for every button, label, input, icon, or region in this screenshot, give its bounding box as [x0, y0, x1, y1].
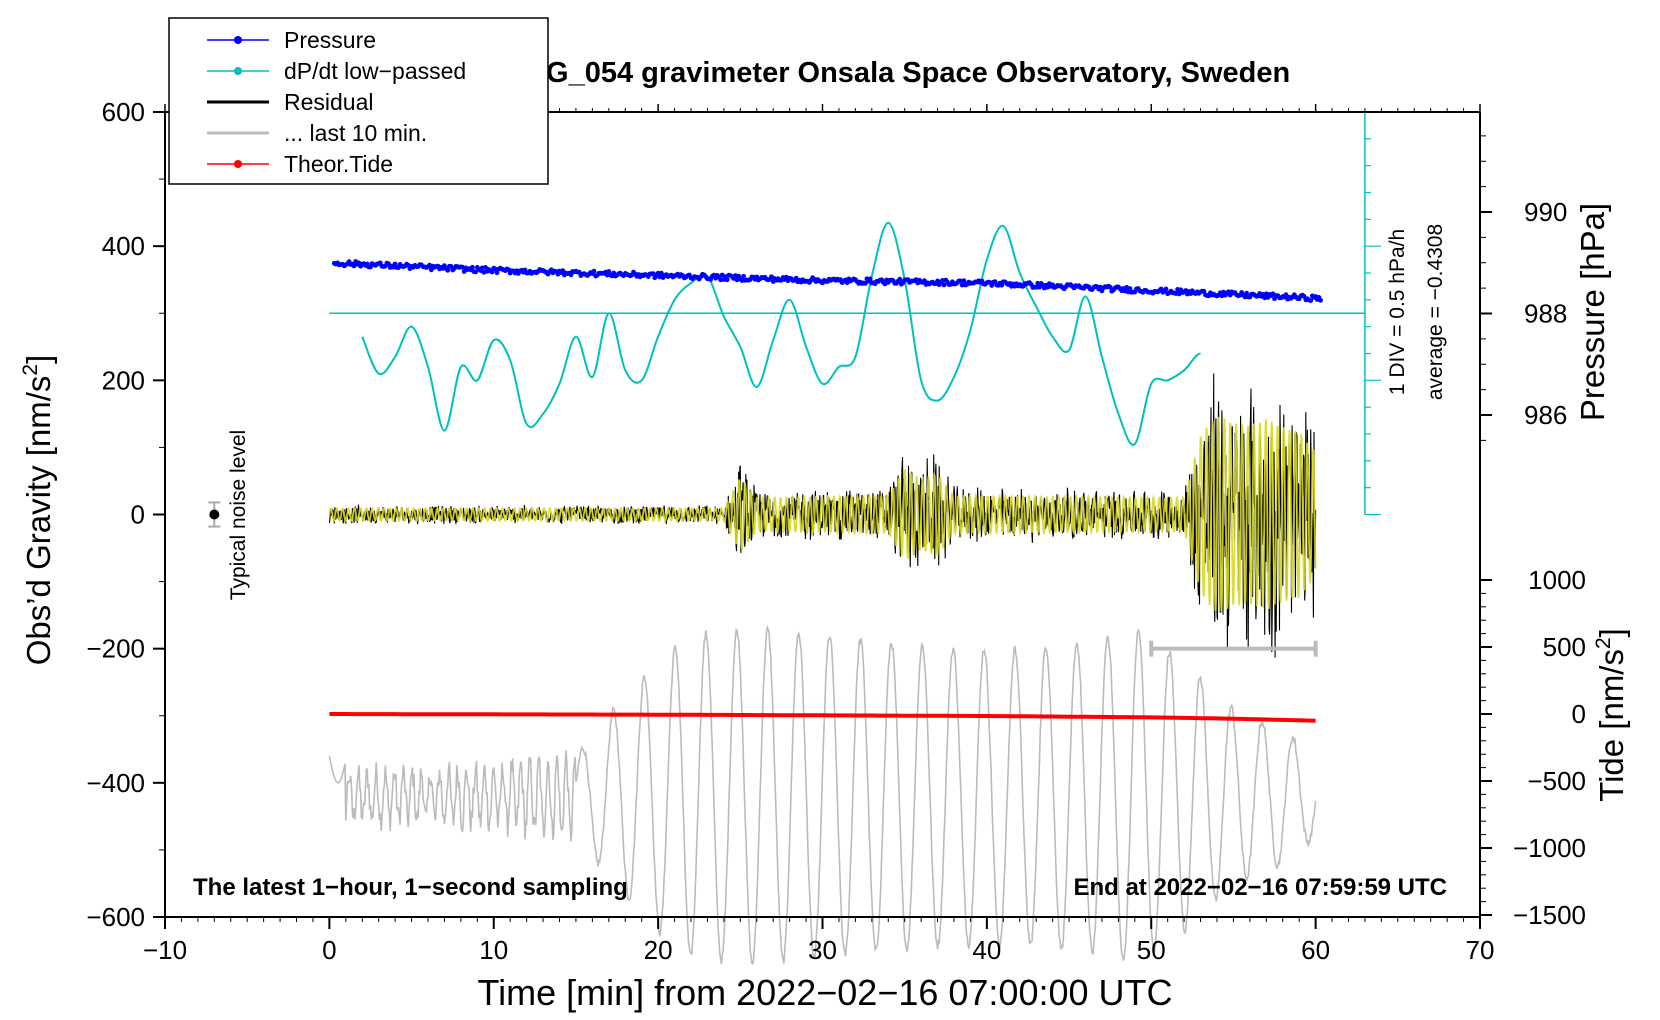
tide-tick-label: 500 [1543, 632, 1586, 662]
x-tick-label: 0 [322, 935, 336, 965]
left-axis-label: Obs’d Gravity [nm/s2] [19, 355, 57, 666]
pressure-point [1242, 294, 1248, 300]
tide-tick-label: 1000 [1528, 565, 1586, 595]
pressure-point [604, 272, 610, 278]
tide-tick-label: −500 [1527, 766, 1586, 796]
x-tick-label: 30 [808, 935, 837, 965]
x-tick-label: 60 [1301, 935, 1330, 965]
y-tick-label: 0 [131, 500, 145, 530]
pressure-point [1127, 286, 1133, 291]
pressure-point [724, 277, 730, 283]
x-tick-label: 40 [972, 935, 1001, 965]
footer-left-note: The latest 1−hour, 1−second sampling [193, 874, 628, 901]
pressure-point [591, 268, 597, 274]
pressure-point [560, 268, 566, 274]
y-tick-label: −400 [86, 768, 145, 798]
legend-label-0: Pressure [284, 27, 376, 53]
pressure-point [897, 276, 903, 282]
tide-axis-label: Tide [nm/s2] [1592, 628, 1630, 802]
pressure-point [1201, 288, 1207, 294]
tide-tick-label: −1000 [1513, 833, 1586, 863]
pressure-point [470, 264, 475, 270]
y-tick-label: −600 [86, 902, 145, 932]
y-tick-label: 600 [102, 97, 145, 127]
pressure-point [494, 270, 500, 276]
pressure-point [489, 269, 495, 275]
tide-line [329, 712, 1316, 723]
legend-label-4: Theor.Tide [284, 151, 393, 177]
chart-title: SCG_054 gravimeter Onsala Space Observat… [506, 57, 1290, 89]
pressure-point [428, 267, 434, 273]
pressure-point [1163, 286, 1169, 292]
pressure-point [473, 269, 479, 275]
noise-level-label: Typical noise level [227, 430, 250, 600]
y-tick-label: −200 [86, 634, 145, 664]
last10min-line [328, 624, 1317, 966]
pressure-axis-label: Pressure [hPa] [1574, 203, 1611, 421]
legend-label-3: ... last 10 min. [284, 120, 427, 146]
legend-marker-4 [234, 160, 242, 168]
dpdt-line [361, 221, 1201, 446]
pressure-point [741, 273, 746, 279]
pressure-point [659, 270, 664, 276]
series-layer [208, 111, 1381, 966]
tide-tick-label: 0 [1572, 699, 1586, 729]
pressure-point [1244, 290, 1249, 296]
legend-marker-0 [234, 36, 242, 44]
axes-layer: −10 0 10 20 30 40 50 60 70 600 400 200 0 −200 −400 −600… [86, 97, 1586, 965]
x-axis-label: Time [min] from 2022−02−16 07:00:00 UTC [477, 972, 1172, 1013]
pressure-tick-label: 988 [1524, 299, 1567, 329]
y-tick-label: 200 [102, 365, 145, 395]
x-tick-label: 20 [644, 935, 673, 965]
x-tick-label: 50 [1137, 935, 1166, 965]
dpdt-average-label: average = −0.4308 [1424, 224, 1447, 400]
pressure-point [386, 261, 391, 267]
dpdt-scale-line1: 1 DIV = 0.5 hPa/h [1386, 229, 1409, 395]
noise-point [209, 509, 220, 520]
pressure-point [606, 269, 612, 274]
pressure-point [941, 282, 947, 288]
pressure-point [867, 276, 873, 282]
x-tick-label: −10 [143, 935, 187, 965]
x-tick-label: 70 [1466, 935, 1495, 965]
legend: Pressure dP/dt low−passed Residual ... last… [168, 17, 549, 185]
pressure-series [331, 259, 1323, 303]
pressure-point [445, 267, 451, 273]
tide-tick-label: −1500 [1513, 900, 1586, 930]
legend-label-2: Residual [284, 89, 374, 115]
footer-right-note: End at 2022−02−16 07:59:59 UTC [1073, 874, 1447, 901]
y-tick-label: 400 [102, 231, 145, 261]
pressure-point [1107, 284, 1113, 290]
pressure-point [1308, 298, 1314, 303]
pressure-tick-label: 986 [1524, 400, 1567, 430]
legend-marker-1 [234, 67, 242, 75]
pressure-point [1318, 297, 1323, 303]
pressure-tick-label: 990 [1524, 197, 1567, 227]
residual-filtered-line [328, 416, 1317, 612]
pressure-point [655, 270, 661, 276]
x-tick-label: 10 [479, 935, 508, 965]
pressure-point [961, 278, 967, 284]
pressure-point [1283, 292, 1289, 298]
legend-label-1: dP/dt low−passed [284, 58, 466, 84]
